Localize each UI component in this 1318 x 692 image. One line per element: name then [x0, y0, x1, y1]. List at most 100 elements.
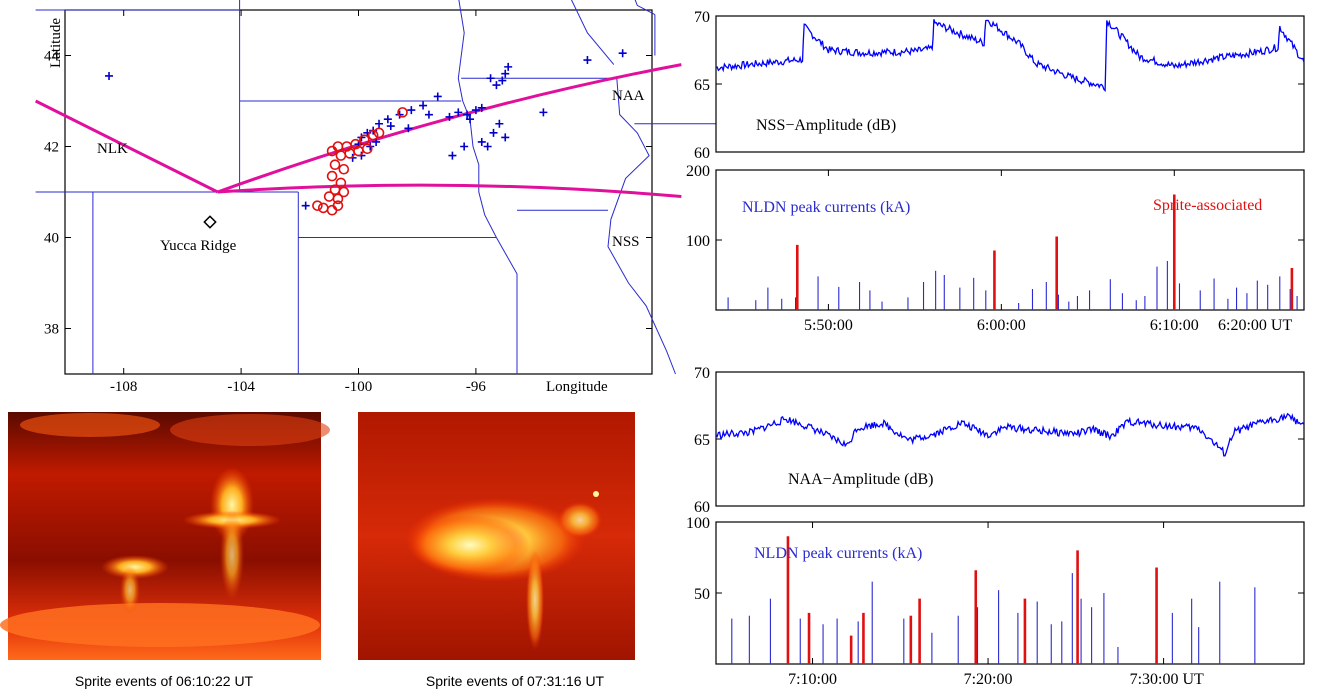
- map-y-axis-label: Latitude: [48, 18, 64, 68]
- lightning-plus-icon: [501, 69, 510, 78]
- sprite-circle-icon: [359, 134, 370, 145]
- sprite-circle-icon: [338, 186, 350, 198]
- legend-nldn: NLDN peak currents (kA): [742, 199, 910, 216]
- sprite-circle-icon: [332, 200, 344, 211]
- site-label-yucca-ridge: Yucca Ridge: [160, 238, 237, 254]
- state-borders: [35, 0, 723, 375]
- lightning-plus-icon: [477, 137, 486, 146]
- map-y-tick-label: 38: [44, 322, 59, 338]
- lightning-plus-icon: [460, 142, 469, 151]
- station-label-nss: NSS: [612, 234, 640, 250]
- sprite-markers: [312, 107, 408, 216]
- y-tick-label: 200: [686, 163, 710, 180]
- nss-nldn-peak-currents-chart: 200 100 5:50:00 6:00:00 6:10:00 6:20:00 UT NLD…: [686, 163, 1305, 334]
- site-diamond-icon: [203, 215, 217, 229]
- sprite-circle-icon: [367, 129, 379, 141]
- y-tick-label: 65: [694, 432, 710, 449]
- state-border: [457, 0, 465, 102]
- path-nss: [217, 183, 682, 199]
- x-tick-label: 7:20:00: [964, 671, 1013, 688]
- lightning-plus-icon: [407, 106, 416, 115]
- amplitude-label: NAA−Amplitude (dB): [788, 471, 933, 488]
- map-ticks: -108 -104 -100 -96 44 42 40 38: [44, 10, 652, 395]
- lightning-plus-icon: [445, 112, 454, 121]
- path-nlk: [34, 99, 219, 194]
- sprite-circle-icon: [326, 145, 338, 157]
- lightning-plus-icon: [375, 119, 384, 128]
- legend-sprite-associated: Sprite-associated: [1153, 197, 1262, 214]
- sprite-circle-icon: [335, 177, 347, 189]
- lightning-plus-icon: [454, 108, 463, 117]
- y-tick-label: 50: [694, 586, 710, 603]
- amplitude-label: NSS−Amplitude (dB): [756, 117, 896, 134]
- sprite-circle-icon: [338, 163, 350, 175]
- y-tick-label: 100: [686, 233, 710, 250]
- state-border: [570, 0, 615, 65]
- y-tick-label: 100: [686, 515, 710, 532]
- amplitude-line: [715, 19, 1305, 92]
- state-border: [495, 237, 518, 374]
- sprite-circle-icon: [317, 202, 329, 214]
- lightning-plus-icon: [539, 108, 548, 117]
- lightning-plus-icon: [471, 106, 480, 115]
- plot-frame: [715, 169, 1305, 311]
- lightning-plus-icon: [501, 133, 510, 142]
- map-y-tick-label: 44: [44, 49, 60, 65]
- lightning-plus-icon: [504, 62, 513, 71]
- map-y-tick-label: 40: [44, 231, 59, 247]
- lightning-plus-icon: [486, 74, 495, 83]
- lightning-plus-icon: [498, 76, 507, 85]
- y-tick-label: 60: [694, 145, 710, 162]
- image-caption-1: Sprite events of 06:10:22 UT: [75, 673, 254, 689]
- lightning-plus-icon: [366, 142, 375, 151]
- map-x-tick-label: -96: [466, 379, 486, 395]
- lightning-plus-icon: [483, 142, 492, 151]
- amplitude-line: [715, 412, 1305, 457]
- plot-frame: [715, 521, 1305, 665]
- lightning-plus-icon: [404, 124, 413, 133]
- map-y-tick-label: 42: [44, 140, 59, 156]
- y-tick-label: 60: [694, 499, 710, 516]
- x-tick-label: 7:10:00: [788, 671, 837, 688]
- lightning-markers: [105, 49, 627, 210]
- plot-frame: [715, 371, 1305, 507]
- x-tick-label: 6:00:00: [977, 317, 1026, 334]
- state-border: [607, 78, 676, 375]
- lightning-plus-icon: [105, 71, 114, 80]
- lightning-plus-icon: [383, 115, 392, 124]
- lightning-plus-icon: [433, 92, 442, 101]
- x-tick-label: 7:30:00 UT: [1130, 671, 1204, 688]
- nss-amplitude-chart: 70 65 60 NSS−Amplitude (dB): [694, 9, 1305, 162]
- sprite-circle-icon: [326, 170, 338, 182]
- sprite-circle-icon: [397, 107, 408, 118]
- x-tick-label: 6:10:00: [1150, 317, 1199, 334]
- sprite-image-2: [358, 412, 635, 660]
- map-x-axis-label: Longitude: [546, 379, 608, 395]
- lightning-plus-icon: [463, 110, 472, 119]
- sprite-image-1: [0, 412, 330, 660]
- lightning-plus-icon: [386, 122, 395, 131]
- lightning-plus-icon: [492, 81, 501, 90]
- lightning-plus-icon: [466, 115, 475, 124]
- sprite-circle-icon: [329, 159, 341, 170]
- y-tick-label: 70: [694, 9, 710, 26]
- lightning-plus-icon: [301, 201, 310, 210]
- lightning-plus-icon: [395, 110, 404, 119]
- sprite-circle-icon: [312, 200, 323, 211]
- lightning-plus-icon: [618, 49, 627, 58]
- naa-nldn-peak-currents-chart: 100 50 7:10:00 7:20:00 7:30:00 UT NLDN peak c…: [686, 515, 1305, 688]
- lightning-plus-icon: [477, 103, 486, 112]
- lightning-plus-icon: [424, 110, 433, 119]
- lightning-plus-icon: [357, 133, 366, 142]
- sprite-circle-icon: [362, 143, 373, 155]
- map-x-tick-label: -108: [110, 379, 138, 395]
- station-label-naa: NAA: [612, 88, 645, 104]
- map-x-tick-label: -104: [227, 379, 255, 395]
- sprite-circle-icon: [373, 127, 385, 139]
- map-x-tick-label: -100: [345, 379, 373, 395]
- lightning-plus-icon: [448, 151, 457, 160]
- station-label-nlk: NLK: [97, 141, 128, 157]
- lightning-plus-icon: [495, 119, 504, 128]
- y-tick-label: 65: [694, 77, 710, 94]
